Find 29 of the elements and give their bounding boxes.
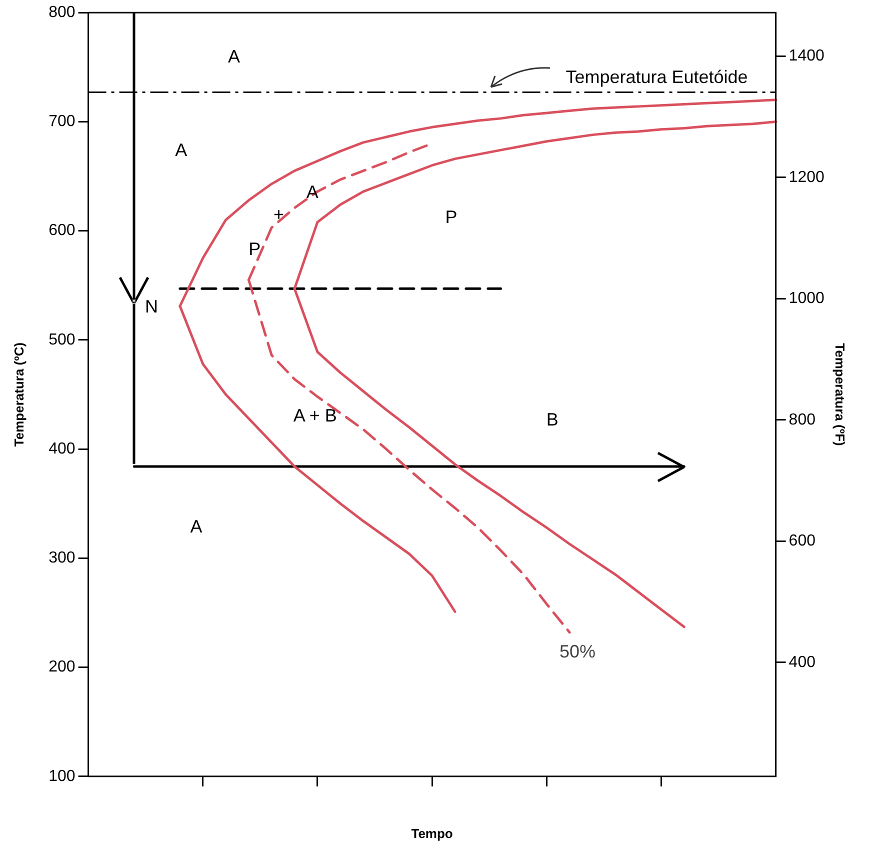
annotation: A + B (293, 406, 337, 426)
annotation: A (190, 516, 202, 536)
x-axis-title: Tempo (411, 826, 453, 841)
y2-tick-label: 1000 (788, 290, 824, 308)
annotation: P (445, 207, 458, 228)
y-tick-label: 800 (48, 4, 76, 22)
ref-line-label: Temperatura Eutetóide (566, 67, 748, 88)
y-tick-label: 300 (48, 550, 76, 567)
annotation: P (248, 239, 261, 260)
annotation: A (228, 46, 240, 67)
y-tick-label: 700 (48, 113, 76, 130)
y2-tick-label: 600 (788, 532, 816, 550)
y-tick-label: 500 (48, 331, 76, 348)
y2-tick-label: 800 (788, 411, 816, 428)
annotation: A (306, 182, 318, 202)
annotation: N (145, 296, 158, 316)
y-tick-label: 600 (48, 222, 76, 240)
y2-tick-label: 1200 (788, 168, 824, 186)
y-tick-label: 100 (48, 768, 76, 785)
annotation: B (546, 409, 558, 430)
y-tick-label: 400 (48, 440, 76, 458)
series-label: 50% (560, 641, 596, 662)
annotation: A (175, 140, 188, 160)
y2-tick-label: 400 (788, 654, 816, 671)
y-tick-label: 200 (48, 658, 76, 676)
y-axis-title: Temperatura (ºC) (11, 342, 26, 447)
y2-tick-label: 1400 (788, 48, 824, 65)
annotation: + (273, 204, 284, 225)
y2-axis-title: Temperatura (ºF) (832, 343, 848, 446)
